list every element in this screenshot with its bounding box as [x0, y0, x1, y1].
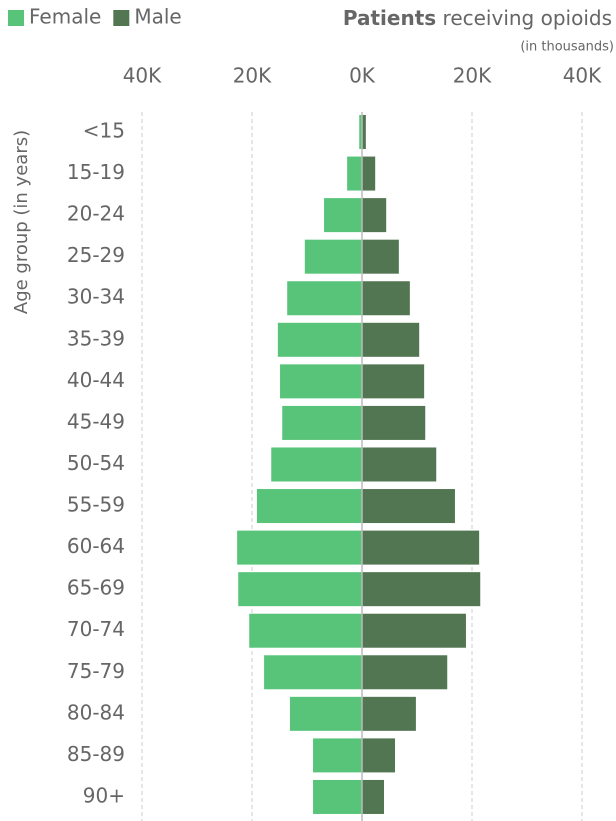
bar — [287, 281, 362, 316]
y-tick-label: 20-24 — [67, 202, 125, 226]
bar — [362, 530, 480, 565]
bar — [264, 655, 362, 690]
bar — [362, 655, 448, 690]
bar — [237, 530, 362, 565]
bar — [362, 738, 395, 773]
y-tick-label: 40-44 — [67, 368, 125, 392]
bar — [362, 198, 387, 233]
bar — [362, 613, 466, 648]
x-tick-label: 40K — [123, 64, 162, 88]
bar — [277, 322, 362, 357]
bar — [362, 322, 420, 357]
subtitle: (in thousands) — [520, 40, 614, 55]
y-tick-label: 25-29 — [67, 243, 125, 267]
bar — [289, 696, 362, 731]
y-tick-label: 60-64 — [67, 534, 125, 558]
legend-swatch — [113, 10, 130, 26]
title-rest: receiving opioids — [443, 6, 612, 30]
bar — [362, 115, 366, 149]
x-tick-label: 20K — [453, 64, 492, 88]
x-tick-label: 40K — [563, 64, 602, 88]
y-tick-label: 55-59 — [67, 493, 125, 517]
bar — [362, 447, 437, 482]
bar — [362, 779, 384, 814]
y-tick-label: 75-79 — [67, 659, 125, 683]
y-tick-label: 65-69 — [67, 576, 125, 600]
legend-swatch — [8, 10, 24, 26]
bar — [271, 447, 362, 482]
x-tick-label: 0K — [349, 64, 376, 88]
bar — [359, 115, 362, 149]
y-tick-label: 90+ — [83, 783, 125, 807]
bar — [238, 572, 362, 607]
bar — [362, 239, 399, 274]
y-tick-label: <15 — [83, 119, 125, 143]
chart-title: Patients receiving opioids — [343, 6, 612, 30]
bar — [313, 779, 362, 814]
bar — [362, 696, 416, 731]
bar — [362, 364, 425, 399]
y-tick-label: 80-84 — [67, 700, 125, 724]
title-bold: Patients — [343, 6, 436, 30]
y-tick-label: 70-74 — [67, 617, 125, 641]
bar — [362, 156, 376, 191]
bar — [304, 239, 362, 274]
legend-label: Male — [134, 5, 181, 29]
bar — [362, 489, 455, 524]
bar — [313, 738, 362, 773]
y-axis-label: Age group (in years) — [11, 130, 32, 314]
y-tick-label: 15-19 — [67, 160, 125, 184]
bar — [280, 364, 362, 399]
bar — [249, 613, 362, 648]
bar — [347, 156, 362, 191]
bar — [362, 572, 481, 607]
y-tick-label: 50-54 — [67, 451, 125, 475]
y-tick-label: 35-39 — [67, 326, 125, 350]
bar — [282, 405, 362, 440]
y-tick-label: 45-49 — [67, 409, 125, 433]
legend-label: Female — [29, 5, 101, 29]
x-tick-label: 20K — [233, 64, 272, 88]
bar — [324, 198, 362, 233]
bar — [256, 489, 362, 524]
y-tick-label: 85-89 — [67, 742, 125, 766]
bar — [362, 405, 426, 440]
y-tick-label: 30-34 — [67, 285, 125, 309]
bar — [362, 281, 410, 316]
